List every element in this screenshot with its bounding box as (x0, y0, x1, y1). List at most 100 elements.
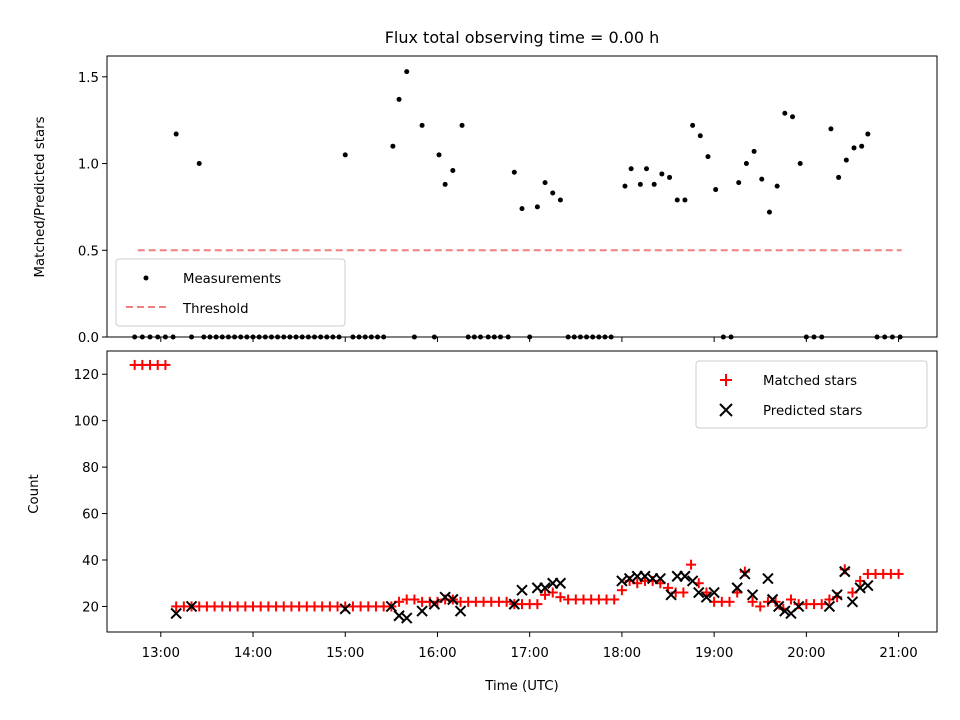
measurement-point (851, 145, 857, 151)
top-y-tick-label: 0.0 (78, 331, 99, 346)
predicted-star-point (616, 575, 628, 587)
predicted-star-stroke-b (654, 572, 667, 585)
measurement-point (828, 126, 834, 132)
predicted-star-stroke-b (665, 589, 677, 601)
measurement-point (690, 122, 696, 128)
predicted-star-stroke-b (708, 586, 720, 599)
bottom-panel: 20 40 60 80 100 120 13:00 14:00 15:00 16:00 17:00… (27, 350, 938, 694)
x-axis-label: Time (UTC) (484, 679, 559, 694)
predicted-star-point (554, 577, 567, 589)
predicted-star-stroke-b (792, 600, 805, 613)
measurement-point (622, 183, 628, 189)
bottom-x-tick-label: 18:00 (603, 646, 641, 661)
measurement-point (790, 114, 796, 120)
measurement-point (674, 197, 680, 203)
predicted-star-stroke-b (746, 589, 759, 601)
predicted-star-stroke-b (447, 593, 459, 606)
legend-matched-marker (720, 374, 732, 386)
predicted-star-stroke-b (700, 591, 713, 603)
predicted-star-point (746, 589, 759, 601)
measurement-point (557, 197, 563, 203)
matched-star-point (785, 594, 796, 605)
predicted-star-point (539, 582, 551, 594)
matched-star-point (160, 359, 171, 370)
predicted-star-point (772, 600, 785, 613)
predicted-star-stroke-b (762, 572, 774, 585)
bottom-x-ticks: 13:00 14:00 15:00 16:00 17:00 18:00 19:00 20:00… (142, 632, 918, 661)
top-legend: Measurements Threshold (115, 258, 346, 327)
measurement-point (436, 152, 442, 158)
predicted-star-point (846, 596, 859, 608)
bottom-x-tick-label: 21:00 (879, 646, 917, 661)
predicted-star-stroke-b (454, 605, 467, 617)
matched-star-point (616, 585, 627, 596)
predicted-star-stroke-b (772, 600, 785, 613)
measurement-point (797, 161, 803, 167)
measurement-point (843, 157, 849, 163)
measurement-point (511, 169, 517, 175)
predicted-star-point (401, 612, 413, 624)
predicted-star-stroke-b (428, 598, 441, 610)
predicted-star-stroke-b (339, 603, 351, 615)
measurement-point (396, 96, 402, 102)
measurement-point (659, 171, 665, 177)
measurement-point (651, 181, 657, 187)
bottom-x-tick-label: 15:00 (326, 646, 364, 661)
predicted-star-stroke-b (393, 610, 405, 622)
bottom-y-tick-label: 20 (82, 600, 99, 615)
predicted-star-point (508, 598, 521, 610)
predicted-star-stroke-b (639, 570, 651, 582)
matched-star-point (409, 594, 420, 605)
legend-measurements-marker (143, 275, 149, 281)
predicted-star-stroke-b (679, 570, 691, 582)
matched-star-point (893, 568, 904, 579)
measurement-point (736, 180, 742, 186)
predicted-star-stroke-b (508, 598, 521, 610)
predicted-star-point (739, 568, 751, 580)
predicted-star-point (393, 610, 405, 622)
measurement-point (682, 197, 688, 203)
predicted-star-point (731, 582, 743, 594)
matched-star-point (678, 587, 689, 598)
bottom-x-tick-label: 16:00 (418, 646, 456, 661)
bottom-y-tick-label: 40 (82, 554, 99, 569)
predicted-star-point (823, 600, 836, 613)
top-y-axis-label: Matched/Predicted stars (33, 116, 48, 277)
measurement-point (459, 122, 465, 128)
bottom-y-tick-label: 60 (82, 508, 99, 523)
predicted-star-stroke-b (170, 607, 182, 620)
predicted-star-stroke-b (686, 575, 699, 587)
predicted-star-stroke-b (539, 582, 551, 594)
measurement-point (173, 131, 179, 137)
predicted-star-point (339, 603, 351, 615)
measurement-point (628, 166, 634, 172)
predicted-star-point (700, 591, 713, 603)
predicted-star-stroke-b (831, 589, 843, 601)
predicted-star-point (185, 600, 198, 613)
predicted-star-stroke-b (693, 586, 705, 599)
top-x-ticks (160, 337, 900, 342)
top-axes-frame (106, 55, 938, 338)
top-y-tick-label: 1.5 (78, 71, 99, 86)
predicted-star-point (516, 584, 528, 596)
predicted-star-point (447, 593, 459, 606)
predicted-star-stroke-b (416, 605, 428, 617)
measurement-point (782, 110, 788, 116)
predicted-star-point (854, 582, 866, 594)
measurement-point (450, 167, 456, 173)
predicted-star-point (170, 607, 182, 620)
legend-measurements-label: Measurements (183, 272, 281, 287)
predicted-star-stroke-b (766, 593, 779, 606)
measurement-point (196, 161, 202, 167)
measurement-point (442, 181, 448, 187)
predicted-star-point (665, 589, 677, 601)
legend-matched-label: Matched stars (763, 374, 857, 389)
chart-title: Flux total observing time = 0.00 h (385, 28, 660, 47)
predicted-star-point (779, 605, 791, 617)
measurement-point (865, 131, 871, 137)
matched-star-point (724, 596, 735, 607)
bottom-y-tick-label: 100 (74, 415, 99, 430)
predicted-star-stroke-b (731, 582, 743, 594)
predicted-star-point (654, 572, 667, 585)
